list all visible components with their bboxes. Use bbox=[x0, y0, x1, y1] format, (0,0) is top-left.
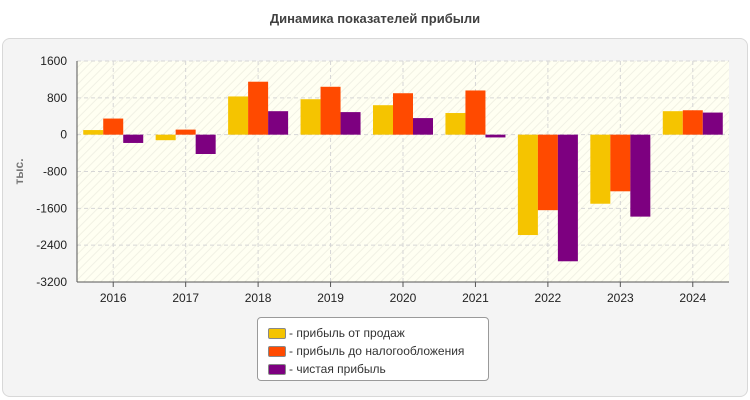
legend-swatch-1 bbox=[268, 345, 286, 357]
legend-item: - прибыль от продаж bbox=[258, 324, 488, 342]
x-tick-label: 2023 bbox=[607, 291, 634, 305]
legend-series-name: чистая прибыль bbox=[296, 362, 386, 376]
legend-swatch-0 bbox=[268, 327, 286, 339]
y-tick-label: -1600 bbox=[36, 201, 67, 215]
bar bbox=[155, 134, 176, 141]
bar bbox=[590, 134, 611, 204]
legend: - прибыль от продаж - прибыль до налогоо… bbox=[257, 317, 489, 381]
legend-label: - bbox=[289, 326, 297, 340]
bar bbox=[340, 112, 361, 135]
legend-label: - bbox=[289, 344, 297, 358]
legend-series-name: прибыль от продаж bbox=[296, 326, 405, 340]
chart-title: Динамика показателей прибыли bbox=[269, 11, 481, 26]
x-tick-label: 2019 bbox=[317, 291, 344, 305]
bar bbox=[373, 105, 393, 135]
bar bbox=[103, 118, 124, 135]
x-tick-label: 2018 bbox=[245, 291, 272, 305]
bar bbox=[175, 129, 196, 135]
x-tick-label: 2021 bbox=[462, 291, 489, 305]
y-tick-label: -2400 bbox=[36, 238, 67, 252]
bar bbox=[413, 118, 433, 135]
bar bbox=[537, 134, 558, 211]
legend-item: - чистая прибыль bbox=[258, 360, 488, 378]
legend-series-name: прибыль до налогообложения bbox=[296, 344, 465, 358]
y-tick-label: 800 bbox=[47, 91, 67, 105]
bar bbox=[320, 86, 341, 135]
bar bbox=[682, 110, 703, 135]
bar bbox=[517, 134, 538, 236]
y-axis-label: тыс. bbox=[12, 158, 26, 184]
bar bbox=[300, 99, 321, 135]
legend-swatch-2 bbox=[268, 363, 286, 375]
y-tick-label: -3200 bbox=[36, 275, 67, 289]
bar bbox=[465, 90, 486, 135]
x-tick-label: 2016 bbox=[100, 291, 127, 305]
legend-item: - прибыль до налогообложения bbox=[258, 342, 488, 360]
x-tick-label: 2017 bbox=[172, 291, 199, 305]
bar bbox=[557, 134, 578, 262]
bar bbox=[662, 111, 683, 135]
y-tick-label: 0 bbox=[60, 128, 67, 142]
bar bbox=[485, 134, 506, 138]
x-tick-label: 2020 bbox=[390, 291, 417, 305]
bar bbox=[228, 96, 249, 135]
x-tick-label: 2022 bbox=[535, 291, 562, 305]
bar bbox=[610, 134, 631, 192]
y-tick-label: -800 bbox=[43, 165, 67, 179]
bar bbox=[393, 93, 413, 135]
bar bbox=[123, 134, 144, 143]
bar bbox=[630, 134, 651, 217]
x-tick-label: 2024 bbox=[679, 291, 706, 305]
bar bbox=[268, 111, 289, 135]
bar bbox=[83, 130, 104, 135]
bar bbox=[248, 81, 269, 135]
bar bbox=[195, 134, 216, 155]
bar bbox=[702, 112, 723, 135]
bar bbox=[445, 113, 466, 135]
legend-label: - bbox=[289, 362, 297, 376]
y-tick-label: 1600 bbox=[40, 54, 67, 68]
